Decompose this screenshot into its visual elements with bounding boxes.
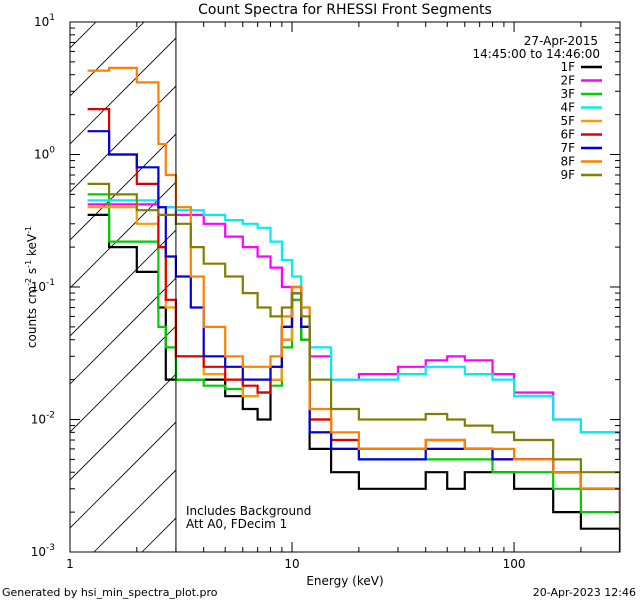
y-tick-label: 100 <box>34 146 55 162</box>
y-axis-label-part: keV <box>25 233 39 260</box>
hatch-line <box>574 0 640 552</box>
hatched-region <box>0 0 640 552</box>
time-range-label: 14:45:00 to 14:46:00 <box>473 47 600 61</box>
series-line-3f <box>87 193 620 529</box>
hatch-line <box>70 181 176 289</box>
hatch-line <box>70 37 176 145</box>
hatch-line <box>70 421 176 529</box>
legend-label-6f: 6F <box>560 128 575 142</box>
hatch-line <box>286 0 640 552</box>
hatch-line <box>70 373 176 481</box>
series-line-1f <box>87 213 620 552</box>
y-axis-label-part: -1 <box>24 260 33 268</box>
x-tick-label: 100 <box>503 557 526 571</box>
hatch-line <box>478 0 640 552</box>
annotation-attenuator: Att A0, FDecim 1 <box>186 517 287 531</box>
hatch-line <box>70 229 176 337</box>
y-tick-label: 10-2 <box>31 411 55 427</box>
annotation-background: Includes Background <box>186 504 311 518</box>
legend-label-9f: 9F <box>560 168 575 182</box>
hatch-line <box>382 0 640 552</box>
series-line-5f <box>87 206 620 513</box>
series-line-4f <box>87 199 620 449</box>
series-line-8f <box>87 66 620 513</box>
legend-label-2f: 2F <box>560 74 575 88</box>
legend-label-7f: 7F <box>560 141 575 155</box>
legend-label-8f: 8F <box>560 155 575 169</box>
chart-title: Count Spectra for RHESSI Front Segments <box>198 2 492 18</box>
hatch-line <box>622 0 640 552</box>
series-line-9f <box>87 182 620 489</box>
series-line-7f <box>87 130 620 513</box>
legend-label-1f: 1F <box>560 60 575 74</box>
hatch-line <box>334 0 640 552</box>
footer-generated-by: Generated by hsi_min_spectra_plot.pro <box>2 586 218 599</box>
legend-label-5f: 5F <box>560 114 575 128</box>
series-line-2f <box>87 203 620 460</box>
hatch-line <box>526 0 640 552</box>
y-tick-label: 10-3 <box>31 543 55 559</box>
y-axis-label-part: -1 <box>24 226 33 234</box>
hatch-line <box>0 0 118 552</box>
hatch-line <box>430 0 640 552</box>
y-axis-label-part: -2 <box>24 278 33 286</box>
footer-timestamp: 20-Apr-2023 12:46 <box>533 586 636 599</box>
date-label: 27-Apr-2015 <box>524 34 598 48</box>
x-tick-label: 1 <box>66 557 74 571</box>
hatch-line <box>70 277 176 385</box>
y-axis-label: counts cm-2 s-1 keV-1 <box>24 226 39 348</box>
y-axis-label-part: counts cm <box>25 286 39 348</box>
x-tick-label: 10 <box>284 557 299 571</box>
hatch-line <box>70 22 145 97</box>
series-line-6f <box>87 108 620 513</box>
legend-label-3f: 3F <box>560 87 575 101</box>
y-tick-label: 101 <box>34 13 55 29</box>
legend-label-4f: 4F <box>560 101 575 115</box>
y-axis-label-part: s <box>25 268 39 278</box>
x-axis-label: Energy (keV) <box>306 574 383 588</box>
series-lines <box>87 66 620 552</box>
